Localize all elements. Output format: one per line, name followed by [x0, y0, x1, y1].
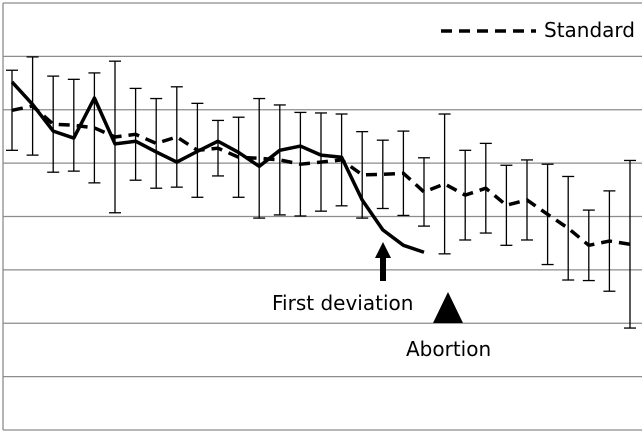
error-bar: [500, 164, 513, 246]
series-line: [11, 104, 631, 248]
error-bar: [170, 86, 183, 188]
error-bar: [418, 157, 430, 227]
error-bar: [624, 159, 636, 329]
error-bar: [273, 104, 286, 216]
error-bar: [376, 139, 389, 210]
error-bar: [47, 75, 60, 173]
error-bar: [562, 175, 575, 281]
error-bar: [150, 97, 163, 189]
error-bar: [438, 113, 451, 255]
abortion-marker: [433, 292, 463, 323]
annotation: Abortion: [406, 337, 491, 361]
error-bar: [88, 72, 101, 184]
legend-label: Standard: [544, 18, 635, 42]
error-bar: [253, 97, 266, 219]
error-bar: [67, 78, 80, 172]
series-line: [10, 80, 425, 254]
error-bar: [356, 130, 369, 219]
error-bar: [232, 116, 245, 198]
annotation: First deviation: [272, 291, 413, 315]
deviation-arrow: [375, 242, 391, 281]
